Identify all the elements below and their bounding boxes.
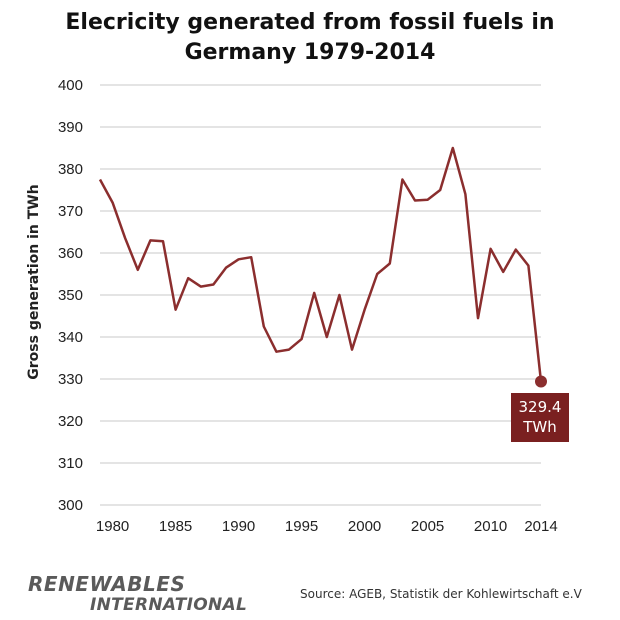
y-tick-label: 390 [58, 119, 83, 136]
callout-value: 329.4 [518, 398, 562, 416]
publisher-logo: RENEWABLES INTERNATIONAL [28, 574, 247, 616]
y-tick-label: 350 [58, 287, 83, 304]
x-tick-label: 1980 [96, 518, 129, 535]
y-tick-label: 340 [58, 329, 83, 346]
x-tick-label: 2005 [411, 518, 444, 535]
x-tick-label: 2000 [348, 518, 381, 535]
x-axis-ticks: 1980 1985 1990 1995 2000 2005 2010 2014 [96, 518, 558, 535]
y-tick-label: 370 [58, 203, 83, 220]
y-tick-label: 330 [58, 371, 83, 388]
x-tick-label: 1995 [285, 518, 318, 535]
y-tick-label: 320 [58, 413, 83, 430]
y-axis-ticks: 300 310 320 330 340 350 360 370 380 390 400 [58, 77, 83, 514]
y-tick-label: 360 [58, 245, 83, 262]
y-tick-label: 310 [58, 455, 83, 472]
x-tick-label: 2014 [524, 518, 557, 535]
callout-unit: TWh [523, 418, 557, 436]
final-value-callout: 329.4 TWh [511, 393, 569, 442]
y-tick-label: 380 [58, 161, 83, 178]
x-tick-label: 2010 [474, 518, 507, 535]
data-points [99, 147, 547, 388]
series-line [98, 146, 543, 382]
chart-title-line-1: Elecricity generated from fossil fuels i… [65, 10, 555, 35]
x-tick-label: 1985 [159, 518, 192, 535]
chart-title: Elecricity generated from fossil fuels i… [0, 8, 620, 68]
logo-line-1: RENEWABLES [28, 572, 186, 596]
y-tick-label: 300 [58, 497, 83, 514]
x-tick-label: 1990 [222, 518, 255, 535]
logo-line-2: INTERNATIONAL [90, 595, 248, 615]
y-axis-label: Gross generation in TWh [26, 184, 42, 379]
source-note: Source: AGEB, Statistik der Kohlewirtsch… [300, 587, 582, 601]
final-data-point [535, 375, 547, 388]
y-tick-label: 400 [58, 77, 83, 94]
chart-title-line-2: Germany 1979-2014 [184, 40, 436, 65]
